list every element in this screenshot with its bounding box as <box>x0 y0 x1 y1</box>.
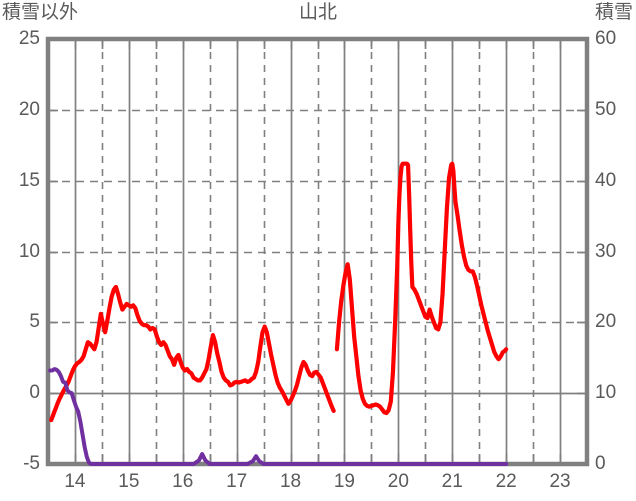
y-tick-label-left: 20 <box>18 98 40 120</box>
x-tick-label: 20 <box>387 471 409 492</box>
series-line-non-snow <box>49 284 336 423</box>
series-line-non-snow <box>403 161 509 362</box>
y-tick-label-right: 40 <box>595 169 617 191</box>
chart-title: 山北 <box>298 2 337 23</box>
x-tick-label: 19 <box>333 471 355 492</box>
x-tick-label: 16 <box>172 471 194 492</box>
y-tick-label-left: 0 <box>29 382 40 404</box>
x-tick-label: 23 <box>549 471 571 492</box>
y-tick-label-left: 25 <box>18 28 40 49</box>
y-tick-label-left: 15 <box>18 169 40 191</box>
y-tick-label-left: 10 <box>18 240 40 262</box>
x-tick-label: 21 <box>441 471 463 492</box>
y-tick-label-right: 10 <box>595 382 617 404</box>
series-line-snow <box>48 367 509 466</box>
y-tick-label-right: 60 <box>595 28 617 49</box>
x-tick-label: 17 <box>226 471 248 492</box>
left-axis-title: 積雪以外 <box>2 2 79 23</box>
y-tick-label-right: 20 <box>595 311 617 333</box>
y-tick-label-right: 0 <box>595 453 606 474</box>
y-tick-label-left: -5 <box>23 453 40 474</box>
y-tick-label-right: 50 <box>595 98 617 120</box>
x-tick-label: 22 <box>495 471 517 492</box>
series-line-non-snow <box>334 161 407 416</box>
right-axis-title: 積雪 <box>594 2 633 23</box>
y-tick-label-left: 5 <box>29 311 40 333</box>
x-tick-label: 14 <box>64 471 86 492</box>
y-tick-label-right: 30 <box>595 240 617 262</box>
x-tick-label: 18 <box>279 471 302 492</box>
x-tick-label: 15 <box>118 471 140 492</box>
